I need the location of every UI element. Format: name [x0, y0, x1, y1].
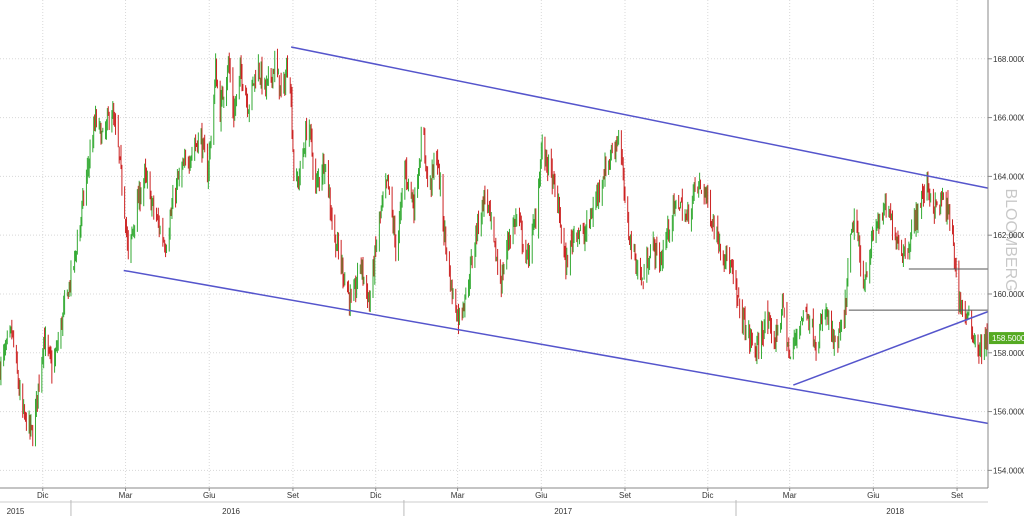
x-tick-label: Set: [287, 491, 300, 500]
trendline-rising-support: [793, 310, 989, 386]
year-label: 2016: [222, 507, 240, 516]
x-tick-label: Giu: [867, 491, 879, 500]
axes: [0, 0, 989, 503]
last-price-value: 158.5000: [992, 334, 1024, 343]
candles: [0, 48, 989, 447]
y-tick-label: 154.0000: [993, 466, 1024, 475]
plot-background: [0, 0, 988, 488]
x-tick-label: Set: [951, 491, 964, 500]
x-tick-label: Dic: [702, 491, 714, 500]
y-tick-label: 162.0000: [993, 231, 1024, 240]
x-tick-label: Dic: [37, 491, 49, 500]
x-tick-label: Mar: [783, 491, 797, 500]
y-tick-label: 158.0000: [993, 349, 1024, 358]
last-price-label: 158.5000: [989, 332, 1024, 345]
y-tick-label: 164.0000: [993, 172, 1024, 181]
trendlines: [123, 46, 989, 425]
x-tick-label: Set: [619, 491, 632, 500]
trendline-lower-channel: [123, 269, 989, 425]
x-tick-label: Dic: [370, 491, 382, 500]
y-tick-label: 156.0000: [993, 408, 1024, 417]
y-tick-label: 168.0000: [993, 55, 1024, 64]
watermark: BLOOMBERG: [1002, 188, 1019, 291]
trendline-upper-channel: [290, 46, 989, 189]
y-axis-ticks: 154.0000 156.0000 158.0000 160.0000 162.0000…: [988, 55, 1024, 475]
y-tick-label: 160.0000: [993, 290, 1024, 299]
year-label: 2018: [886, 507, 904, 516]
x-axis-ticks: Dic Mar Giu Set Dic Mar Giu Set Dic Mar Giu Set 2015…: [7, 488, 964, 516]
last-price-badge: [989, 332, 1024, 345]
year-label: 2015: [7, 507, 25, 516]
year-label: 2017: [554, 507, 572, 516]
y-tick-label: 166.0000: [993, 114, 1024, 123]
x-tick-label: Giu: [535, 491, 547, 500]
x-tick-label: Giu: [203, 491, 215, 500]
x-tick-label: Mar: [119, 491, 133, 500]
x-tick-label: Mar: [451, 491, 465, 500]
